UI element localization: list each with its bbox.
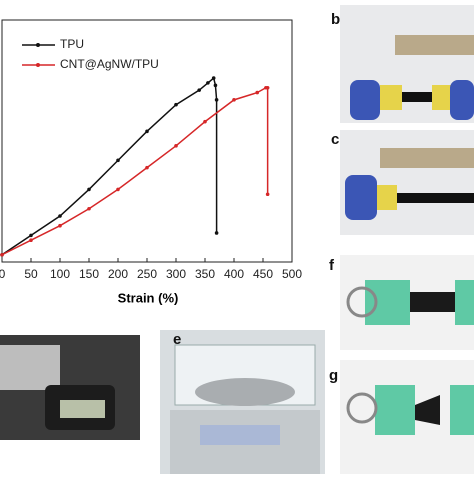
legend-label: TPU [60, 37, 84, 51]
x-tick-label: 500 [282, 267, 302, 281]
x-tick-label: 350 [195, 267, 215, 281]
legend-swatch [36, 63, 40, 67]
photo-g [340, 360, 474, 474]
data-point [0, 252, 4, 257]
panel-label: b [331, 11, 340, 28]
data-point [29, 233, 33, 238]
data-point [145, 129, 149, 134]
data-point [255, 90, 259, 95]
legend-swatch [36, 43, 40, 47]
data-point [214, 231, 219, 235]
data-point [116, 158, 120, 163]
data-point [203, 119, 207, 124]
x-tick-label: 200 [108, 267, 128, 281]
photo-c [340, 130, 474, 235]
data-point [211, 76, 216, 80]
legend-label: CNT@AgNW/TPU [60, 57, 159, 71]
data-point [87, 187, 91, 192]
panel-label: f [329, 257, 335, 274]
panel-label: g [329, 367, 338, 384]
photo-balance [160, 330, 325, 474]
series-line [1, 87, 269, 256]
x-tick-label: 450 [253, 267, 273, 281]
photo-b [340, 5, 474, 123]
series-line [1, 76, 218, 256]
data-point [197, 88, 201, 92]
data-point [116, 187, 120, 192]
x-tick-label: 250 [137, 267, 157, 281]
photo-micrometer [0, 335, 140, 440]
data-point [265, 85, 270, 90]
data-point [206, 81, 210, 85]
panel-label: e [173, 331, 181, 348]
x-tick-label: 100 [50, 267, 70, 281]
data-point [265, 192, 270, 197]
data-point [232, 98, 236, 102]
data-point [213, 83, 218, 88]
x-axis-label: Strain (%) [118, 290, 179, 305]
data-point [58, 223, 62, 228]
data-point [29, 238, 33, 243]
x-tick-label: 50 [24, 267, 38, 281]
x-tick-label: 0 [0, 267, 6, 281]
data-point [174, 102, 178, 107]
data-point [145, 165, 149, 170]
data-point [214, 98, 219, 102]
data-point [58, 214, 62, 218]
photo-f [340, 255, 474, 350]
panel-label: c [331, 131, 339, 148]
data-point [174, 144, 178, 148]
data-point [87, 206, 91, 211]
x-tick-label: 300 [166, 267, 186, 281]
x-tick-label: 400 [224, 267, 244, 281]
x-tick-label: 150 [79, 267, 99, 281]
